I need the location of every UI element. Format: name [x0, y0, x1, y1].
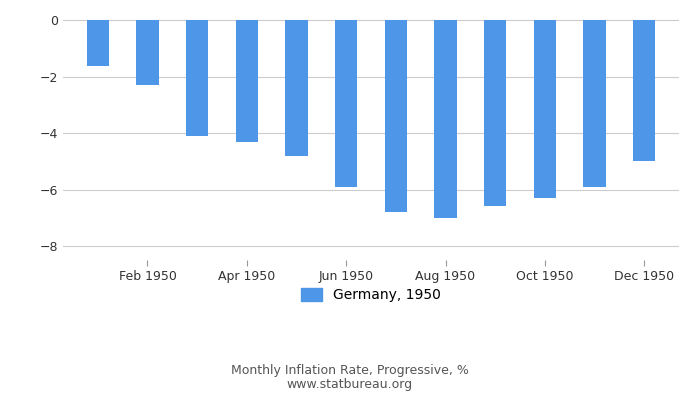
Bar	[335, 20, 357, 187]
Bar	[434, 20, 456, 218]
Bar	[186, 20, 209, 136]
Text: www.statbureau.org: www.statbureau.org	[287, 378, 413, 391]
Bar	[87, 20, 109, 66]
Text: Monthly Inflation Rate, Progressive, %: Monthly Inflation Rate, Progressive, %	[231, 364, 469, 377]
Bar	[136, 20, 159, 85]
Bar	[533, 20, 556, 198]
Legend: Germany, 1950: Germany, 1950	[295, 282, 447, 308]
Bar	[484, 20, 506, 206]
Bar	[236, 20, 258, 142]
Bar	[583, 20, 606, 187]
Bar	[286, 20, 308, 156]
Bar	[385, 20, 407, 212]
Bar	[633, 20, 655, 161]
